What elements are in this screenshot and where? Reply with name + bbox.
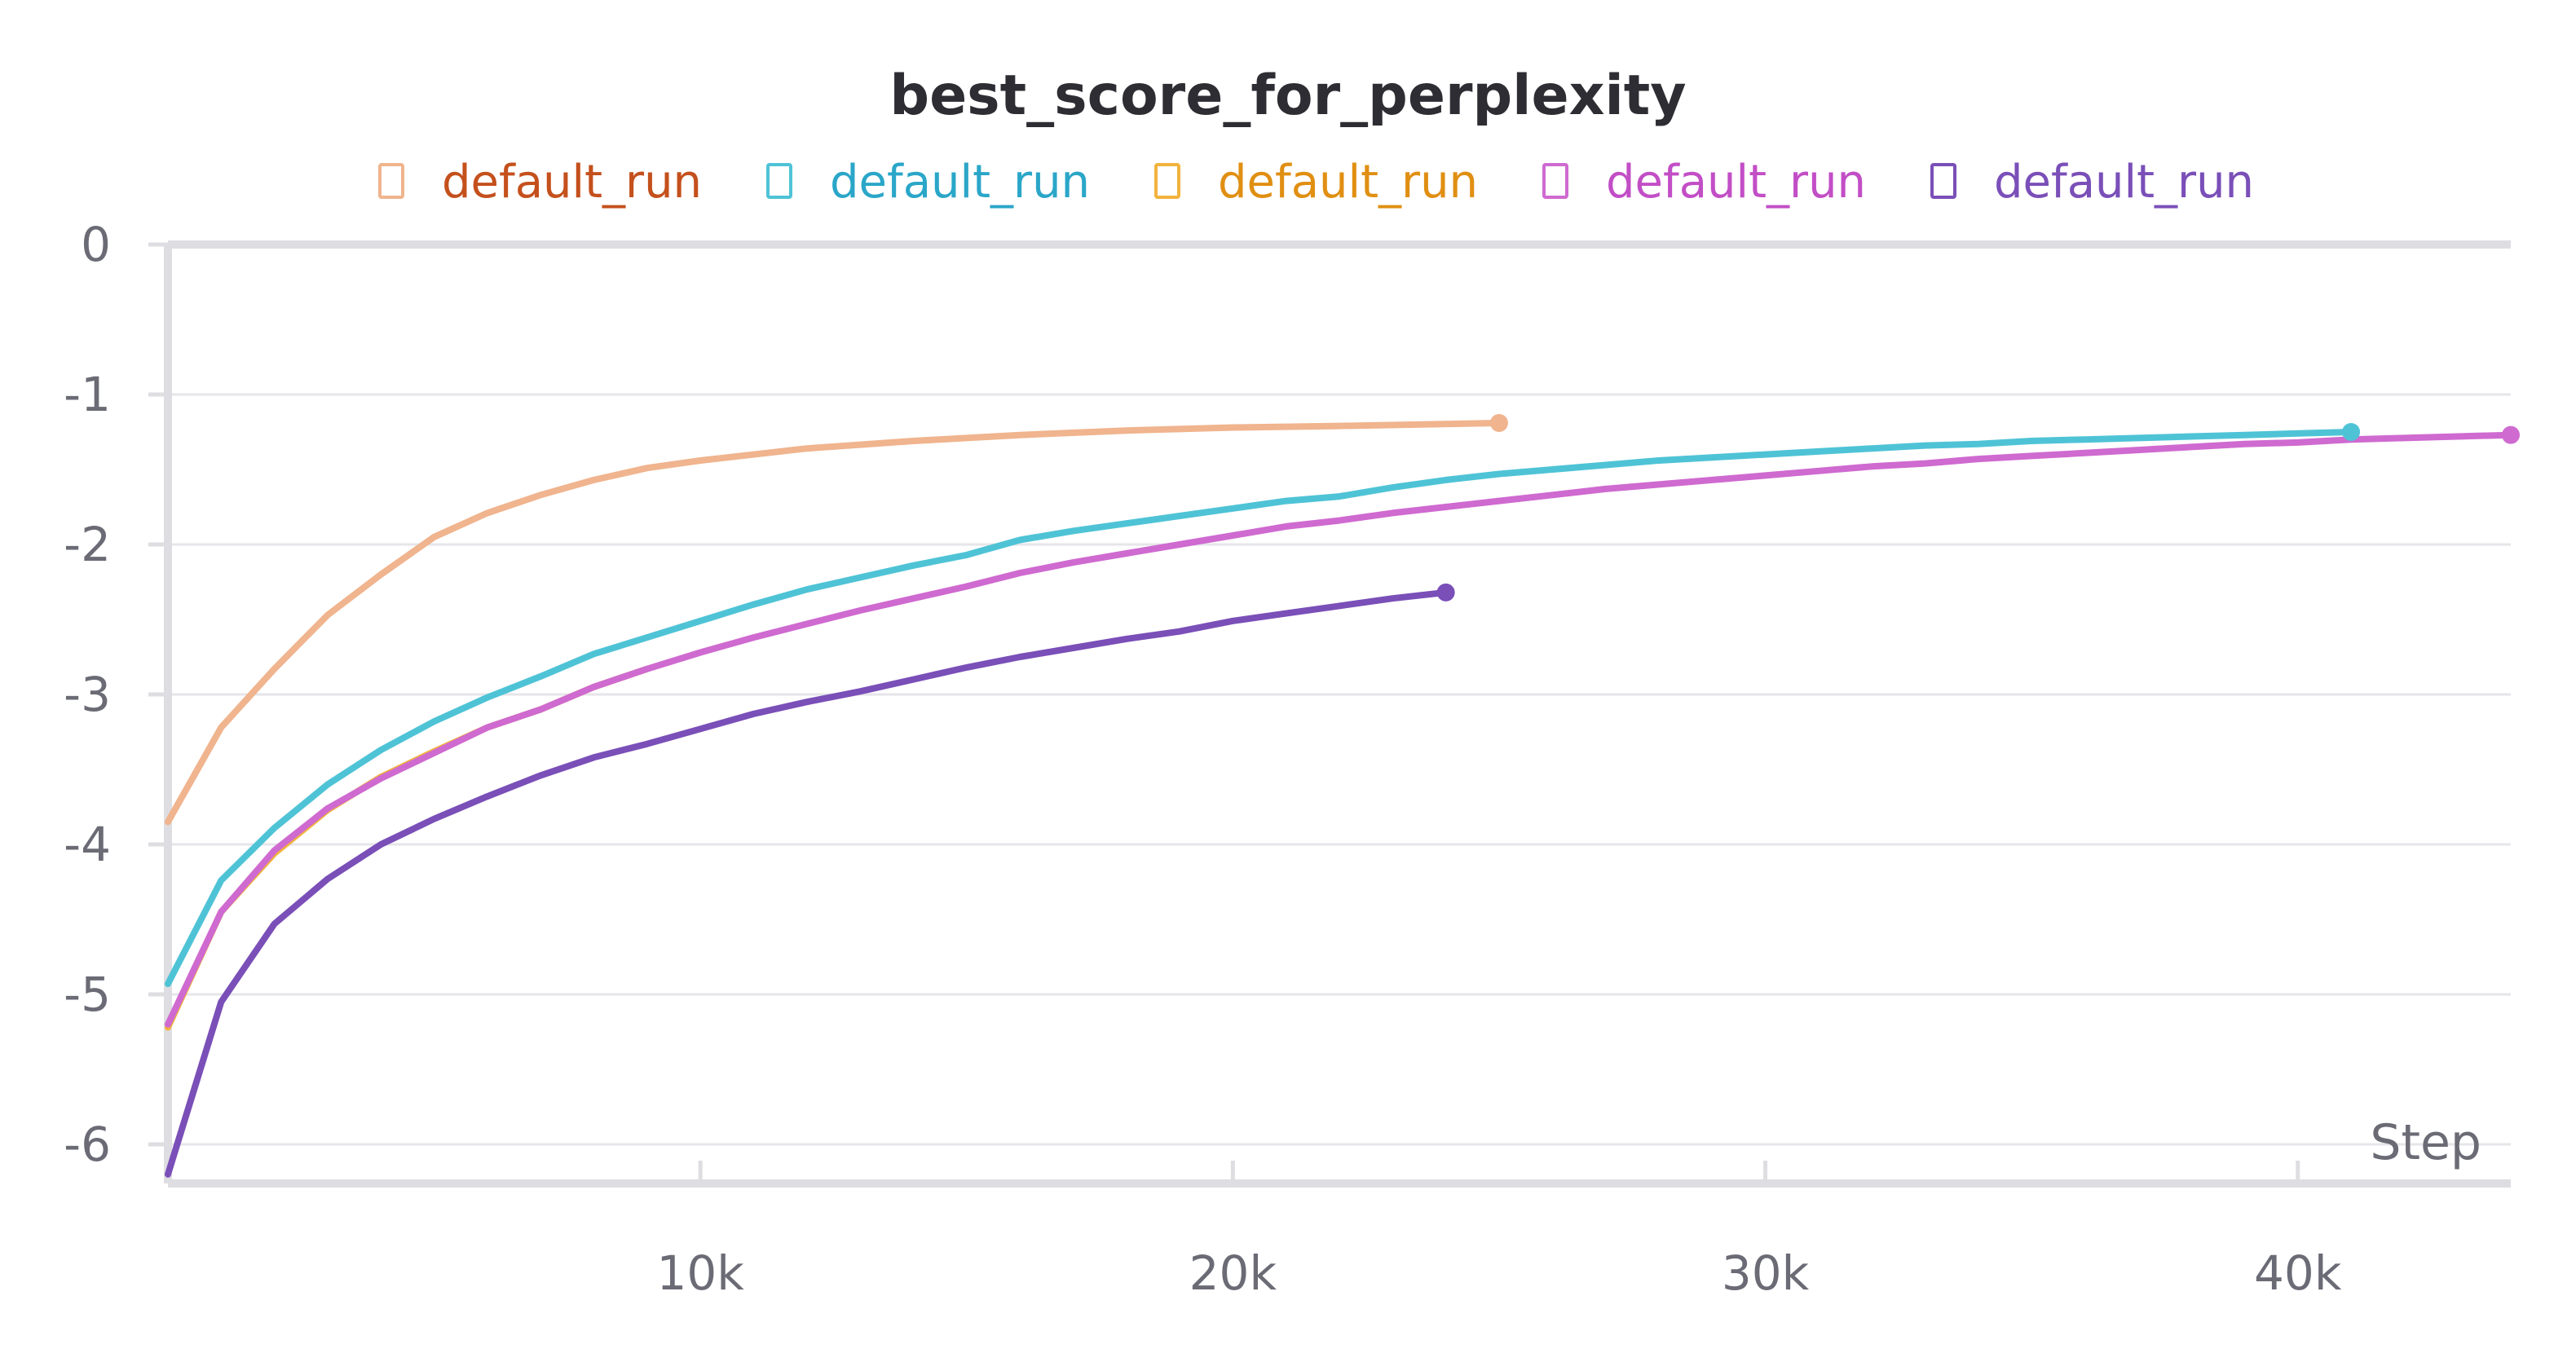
x-tick-label: 40k (2254, 1245, 2342, 1301)
y-tick-label: -1 (64, 367, 111, 422)
legend-item[interactable]: default_run (766, 156, 1090, 209)
legend: default_run default_run default_run default… (378, 156, 2254, 209)
series-end-marker (2342, 423, 2361, 441)
legend-item[interactable]: default_run (1542, 156, 1866, 209)
y-tick-label: -5 (64, 967, 111, 1022)
legend-marker-icon (378, 163, 404, 199)
y-tick-label: -3 (64, 667, 111, 722)
legend-item[interactable]: default_run (378, 156, 702, 209)
series-line (165, 431, 2514, 1028)
series-end-marker (2502, 425, 2520, 444)
legend-item[interactable]: default_run (1154, 156, 1478, 209)
y-tick-label: -6 (64, 1117, 111, 1172)
series-end-marker (1489, 413, 1508, 432)
legend-label: default_run (1994, 156, 2254, 209)
legend-marker-icon (1542, 163, 1568, 199)
x-axis-label: Step (2370, 1114, 2481, 1171)
x-tick-label: 30k (1722, 1245, 1810, 1301)
series-line (165, 429, 2354, 988)
legend-marker-icon (1154, 163, 1180, 199)
legend-marker-icon (766, 163, 792, 199)
legend-marker-icon (1930, 163, 1956, 199)
series-line (165, 588, 1449, 1178)
legend-label: default_run (442, 156, 702, 209)
grid (168, 393, 2511, 1146)
legend-label: default_run (830, 156, 1090, 209)
legend-label: default_run (1606, 156, 1866, 209)
series-end-marker (1436, 583, 1455, 602)
legend-label: default_run (1218, 156, 1478, 209)
chart-title: best_score_for_perplexity (889, 64, 1686, 128)
y-tick-label: 0 (81, 217, 111, 272)
y-tick-label: -4 (64, 817, 111, 872)
y-tick-label: -2 (64, 517, 111, 572)
ticks: 0 -1 -2 -3 -4 -5 -6 10k 20k 30k 40k (64, 217, 2342, 1301)
series-line (165, 420, 1502, 826)
legend-item[interactable]: default_run (1930, 156, 2254, 209)
x-tick-label: 20k (1189, 1245, 1277, 1301)
series-group (165, 413, 2520, 1178)
x-tick-label: 10k (656, 1245, 744, 1301)
